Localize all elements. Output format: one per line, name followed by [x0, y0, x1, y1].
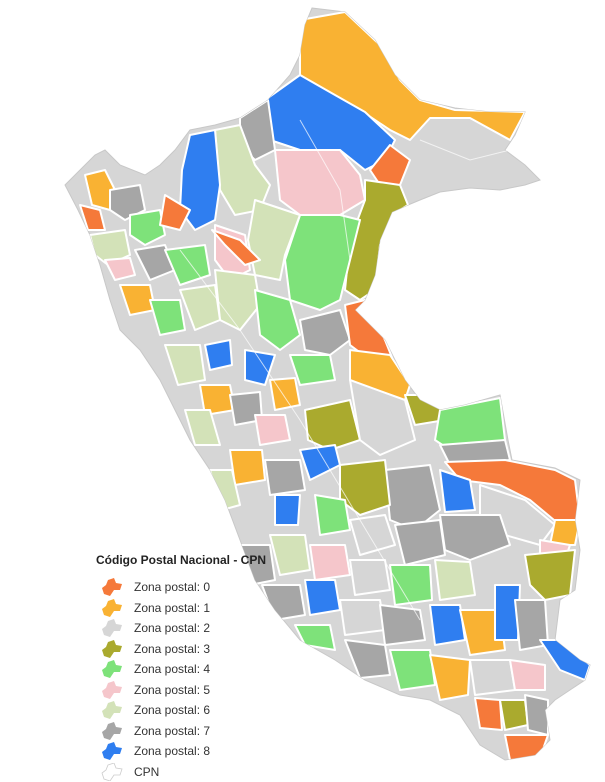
zone-region	[275, 495, 300, 525]
zone-region	[475, 698, 502, 730]
zone-region	[435, 560, 475, 600]
legend-swatch	[100, 640, 124, 658]
zone-region	[525, 695, 548, 735]
legend-label: Zona postal: 4	[134, 662, 210, 676]
legend-label: CPN	[134, 765, 159, 779]
legend-label: Zona postal: 2	[134, 621, 210, 635]
legend-item: Zona postal: 0	[92, 577, 292, 598]
zone-region	[350, 560, 390, 595]
legend-item: CPN	[92, 762, 292, 782]
zone-region	[340, 600, 385, 635]
zone-region	[345, 640, 390, 678]
legend-label: Zona postal: 3	[134, 642, 210, 656]
zone-region	[550, 520, 580, 545]
zone-region	[505, 735, 548, 760]
zone-region	[315, 495, 350, 535]
legend-swatch	[100, 619, 124, 637]
legend-swatch	[100, 722, 124, 740]
zone-region	[205, 340, 232, 370]
legend-title: Código Postal Nacional - CPN	[96, 553, 292, 567]
legend-item: Zona postal: 8	[92, 741, 292, 762]
zone-region	[470, 660, 515, 695]
legend-label: Zona postal: 6	[134, 703, 210, 717]
legend-label: Zona postal: 7	[134, 724, 210, 738]
zone-region	[390, 565, 432, 605]
zone-region	[270, 378, 300, 410]
legend-swatch	[100, 742, 124, 760]
legend-item: Zona postal: 6	[92, 700, 292, 721]
zone-region	[305, 580, 340, 615]
legend-label: Zona postal: 0	[134, 580, 210, 594]
legend-swatch	[100, 763, 124, 781]
legend-item: Zona postal: 5	[92, 680, 292, 701]
zone-region	[500, 700, 528, 730]
zone-region	[265, 460, 305, 495]
zone-region	[380, 605, 425, 645]
legend-item: Zona postal: 7	[92, 721, 292, 742]
legend-swatch	[100, 701, 124, 719]
legend-items: Zona postal: 0 Zona postal: 1 Zona postal:…	[92, 577, 292, 782]
legend-item: Zona postal: 4	[92, 659, 292, 680]
zone-region	[310, 545, 350, 580]
legend-label: Zona postal: 8	[134, 744, 210, 758]
legend-item: Zona postal: 3	[92, 639, 292, 660]
legend-label: Zona postal: 5	[134, 683, 210, 697]
legend-swatch	[100, 681, 124, 699]
zone-region	[255, 415, 290, 445]
legend-item: Zona postal: 2	[92, 618, 292, 639]
legend-label: Zona postal: 1	[134, 601, 210, 615]
zone-region	[510, 660, 545, 690]
zone-region	[340, 460, 390, 515]
legend-swatch	[100, 578, 124, 596]
legend-item: Zona postal: 1	[92, 598, 292, 619]
legend-swatch	[100, 599, 124, 617]
legend-swatch	[100, 660, 124, 678]
zone-region	[295, 625, 335, 650]
map-legend: Código Postal Nacional - CPN Zona postal…	[92, 553, 292, 782]
